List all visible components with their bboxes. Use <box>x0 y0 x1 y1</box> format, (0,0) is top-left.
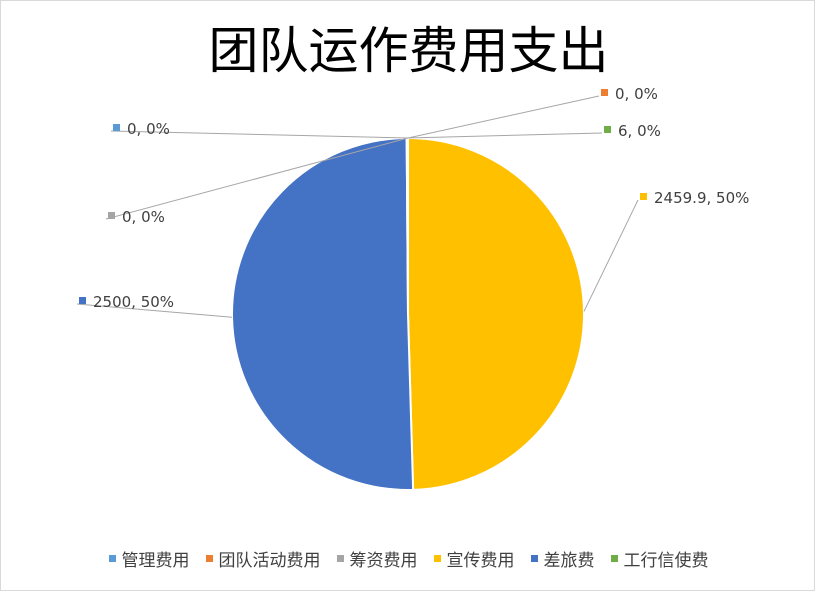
legend-item-financing: 筹资费用 <box>336 546 418 571</box>
legend-swatch <box>530 555 538 562</box>
legend-swatch <box>610 555 618 562</box>
data-label-swatch-icbc-courier <box>604 126 611 133</box>
legend-label: 管理费用 <box>121 551 190 571</box>
pie-slice-icbc-courier <box>405 136 409 315</box>
legend-label: 筹资费用 <box>349 551 418 571</box>
data-label-team-activity: 0, 0% <box>615 85 658 103</box>
data-label-swatch-management <box>113 124 120 131</box>
legend-swatch <box>205 555 213 562</box>
leader-line-financing <box>105 137 409 220</box>
legend-item-team-activity: 团队活动费用 <box>205 546 321 571</box>
data-label-swatch-publicity <box>640 193 647 200</box>
leader-line-publicity <box>583 199 639 312</box>
legend: 管理费用 团队活动费用 筹资费用 宣传费用 差旅费 工行信使费 <box>1 546 815 571</box>
leader-line-team-activity <box>407 95 600 139</box>
legend-label: 工行信使费 <box>623 551 709 571</box>
legend-item-travel: 差旅费 <box>530 546 595 571</box>
legend-label: 差旅费 <box>543 551 595 571</box>
legend-label: 团队活动费用 <box>218 551 321 571</box>
legend-item-icbc-courier: 工行信使费 <box>610 546 709 571</box>
data-label-financing: 0, 0% <box>122 208 165 226</box>
data-label-swatch-travel <box>79 297 86 304</box>
leader-line-management <box>110 130 409 139</box>
legend-label: 宣传费用 <box>446 551 515 571</box>
legend-item-publicity: 宣传费用 <box>433 546 515 571</box>
legend-swatch <box>433 555 441 562</box>
leader-line-icbc-courier <box>407 132 603 139</box>
data-label-travel: 2500, 50% <box>93 293 174 311</box>
pie-slice-travel <box>231 136 415 491</box>
leader-line-travel <box>76 303 233 318</box>
legend-swatch <box>108 555 116 562</box>
data-label-swatch-team-activity <box>601 89 608 96</box>
pie-slice-publicity <box>407 136 585 491</box>
data-label-management: 0, 0% <box>127 120 170 138</box>
data-label-publicity: 2459.9, 50% <box>654 189 749 207</box>
chart-title: 团队运作费用支出 <box>208 22 609 80</box>
data-label-swatch-financing <box>108 212 115 219</box>
data-label-icbc-courier: 6, 0% <box>618 122 661 140</box>
legend-swatch <box>336 555 344 562</box>
legend-item-management: 管理费用 <box>108 546 190 571</box>
